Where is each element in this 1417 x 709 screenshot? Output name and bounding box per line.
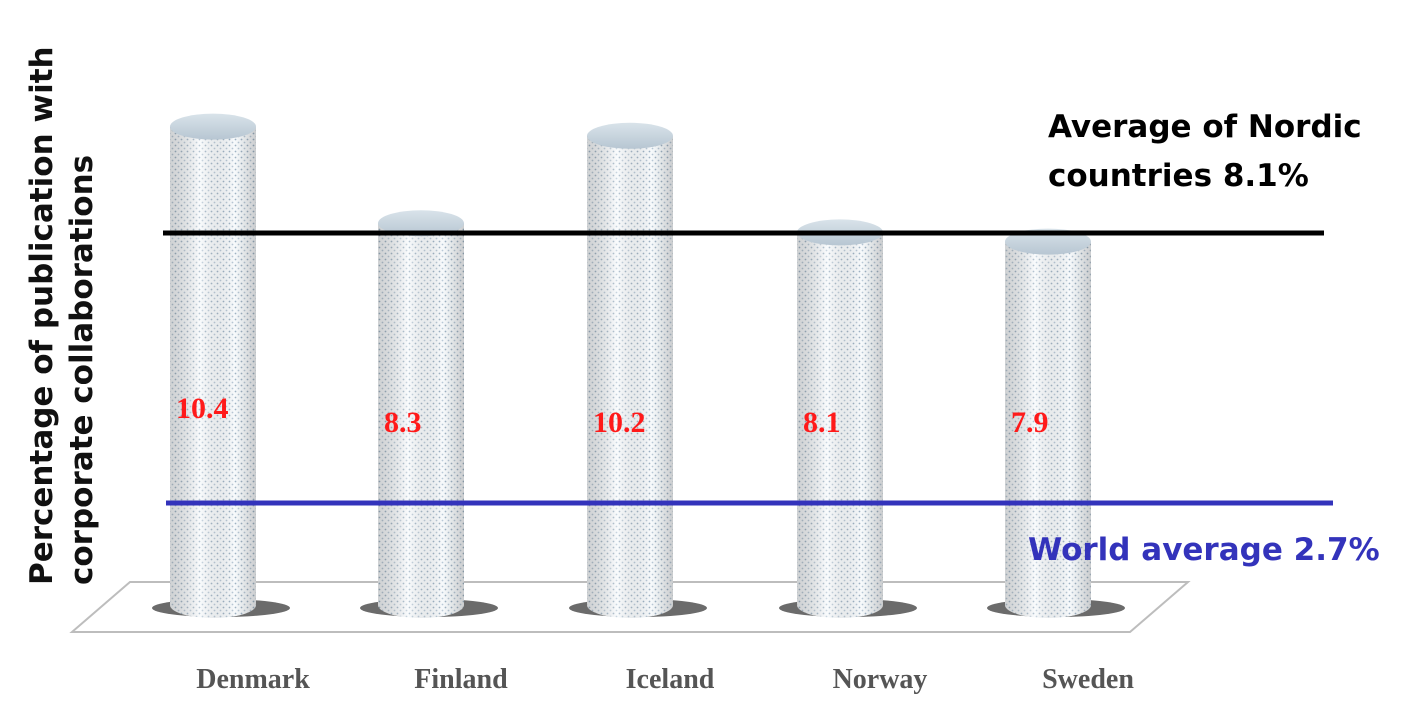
bars: 10.4 8.3 10.2 8.1 7.9 (152, 113, 1125, 619)
bar-shading (170, 126, 256, 618)
category-label-denmark: Denmark (196, 664, 310, 695)
y-axis-label-line-2: corporate collaborations (64, 155, 100, 585)
world-average-reference: World average 2.7% (166, 500, 1380, 568)
bar-shading (378, 223, 464, 618)
bar-shading (797, 232, 883, 618)
y-axis-label-line-1: Percentage of publication with (24, 46, 60, 585)
nordic-average-reference: Average of Nordic countries 8.1% (163, 109, 1362, 236)
bar-sweden: 7.9 (987, 228, 1125, 618)
bar-value-label: 7.9 (1011, 406, 1049, 439)
bar-top-cap (587, 122, 673, 149)
bar-top-cap (378, 210, 464, 237)
bar-value-label: 10.4 (176, 392, 229, 425)
bar-value-label: 10.2 (593, 406, 646, 439)
category-labels: Denmark Finland Iceland Norway Sweden (196, 664, 1134, 695)
bar-shading (1005, 241, 1091, 618)
bar-value-label: 8.3 (384, 406, 422, 439)
nordic-average-label: countries 8.1% (1048, 158, 1309, 194)
category-label-finland: Finland (414, 664, 508, 695)
bar-top-cap (170, 113, 256, 140)
reference-lines: Average of Nordic countries 8.1% World ave… (163, 109, 1380, 568)
world-average-label: World average 2.7% (1028, 532, 1380, 568)
bar-finland: 8.3 (360, 210, 498, 618)
bar-norway: 8.1 (779, 219, 917, 618)
bar-shading (587, 135, 673, 619)
bar-value-label: 8.1 (803, 406, 841, 439)
category-label-norway: Norway (833, 664, 928, 695)
bar-iceland: 10.2 (569, 122, 707, 619)
bar-denmark: 10.4 (152, 113, 290, 618)
y-axis-label: Percentage of publication with corporate… (24, 36, 100, 585)
category-label-sweden: Sweden (1042, 664, 1134, 695)
nordic-average-label: Average of Nordic (1048, 109, 1362, 145)
category-label-iceland: Iceland (626, 664, 715, 695)
